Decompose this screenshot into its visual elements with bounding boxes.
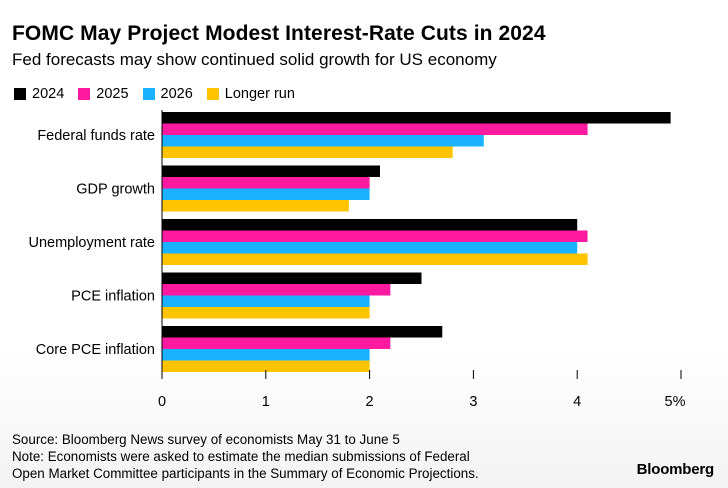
- x-tick-label: 0: [158, 394, 166, 410]
- bar: [162, 253, 588, 265]
- chart-title: FOMC May Project Modest Interest-Rate Cu…: [12, 22, 546, 45]
- category-label: Unemployment rate: [28, 235, 155, 251]
- bar: [162, 146, 453, 158]
- bar: [162, 307, 370, 319]
- legend-swatch: [14, 88, 26, 100]
- bar: [162, 284, 391, 296]
- bar: [162, 242, 578, 254]
- legend-item: Longer run: [206, 86, 295, 102]
- bar: [162, 188, 370, 200]
- legend-label: 2026: [160, 86, 193, 102]
- chart-subtitle: Fed forecasts may show continued solid g…: [12, 50, 497, 69]
- bar: [162, 123, 588, 135]
- bar: [162, 272, 422, 284]
- bar: [162, 295, 370, 307]
- x-tick-label: 1: [262, 394, 270, 410]
- bar: [162, 135, 484, 147]
- legend-swatch: [78, 88, 91, 100]
- bar: [162, 230, 588, 242]
- bar: [162, 112, 671, 124]
- category-label: PCE inflation: [71, 289, 155, 305]
- legend-label: 2024: [32, 86, 65, 102]
- legend-label: Longer run: [224, 86, 295, 102]
- chart-legend: 2024 2025 2026 Longer run: [14, 86, 309, 102]
- bar: [162, 219, 578, 231]
- x-tick-label: 5%: [665, 394, 686, 410]
- source-note: Source: Bloomberg News survey of economi…: [12, 432, 400, 447]
- legend-swatch: [142, 88, 155, 100]
- category-label: GDP growth: [76, 182, 155, 198]
- bar: [162, 200, 349, 212]
- legend-item: 2025: [78, 86, 129, 102]
- category-label: Core PCE inflation: [36, 342, 155, 358]
- category-label: Federal funds rate: [37, 128, 155, 144]
- legend-item: 2026: [142, 86, 193, 102]
- x-tick-label: 4: [573, 394, 581, 410]
- bar: [162, 360, 370, 372]
- x-tick-label: 2: [366, 394, 374, 410]
- legend-label: 2025: [96, 86, 129, 102]
- bar: [162, 326, 443, 338]
- bloomberg-logo: Bloomberg: [636, 461, 715, 478]
- legend-swatch: [206, 88, 219, 100]
- bar: [162, 165, 380, 177]
- methodology-note-line-2: Open Market Committee participants in th…: [12, 466, 479, 481]
- bar: [162, 177, 370, 189]
- bar: [162, 349, 370, 361]
- methodology-note-line-1: Note: Economists were asked to estimate …: [12, 449, 470, 464]
- legend-item: 2024: [14, 86, 64, 102]
- bar: [162, 337, 391, 349]
- chart-footer: Source: Bloomberg News survey of economi…: [12, 431, 592, 482]
- x-tick-label: 3: [469, 394, 477, 410]
